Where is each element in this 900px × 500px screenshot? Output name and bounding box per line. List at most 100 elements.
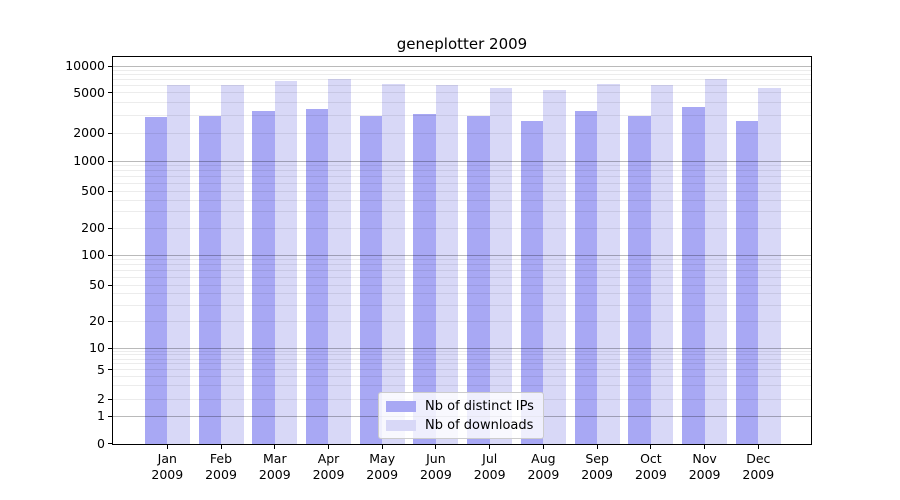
- gridline-minor: [113, 376, 811, 378]
- gridline-minor: [113, 85, 811, 86]
- x-tick-month: Feb: [209, 451, 233, 466]
- plot-area: [112, 56, 812, 445]
- y-tick-mark: [108, 398, 112, 400]
- x-tick-year: 2009: [419, 467, 452, 482]
- y-tick-label: 200: [81, 220, 105, 235]
- gridline-minor: [113, 259, 811, 260]
- x-tick-mark: [381, 445, 383, 449]
- x-tick-month: Jan: [157, 451, 177, 466]
- grid-layer: [113, 57, 811, 444]
- x-tick-label-dec: Dec 2009: [726, 451, 790, 483]
- y-tick-label: 50: [89, 277, 105, 292]
- x-tick-mark: [435, 445, 437, 449]
- x-tick-year: 2009: [742, 467, 775, 482]
- x-tick-month: May: [369, 451, 396, 466]
- y-tick-label: 500: [81, 183, 105, 198]
- x-tick-month: Mar: [263, 451, 287, 466]
- y-tick-label: 0: [97, 435, 105, 451]
- x-tick-mark: [166, 445, 168, 449]
- gridline-minor: [113, 182, 811, 184]
- gridline-minor: [113, 363, 811, 365]
- bar-downloads-may: [382, 83, 405, 444]
- bar-distinct-ips-dec: [735, 121, 759, 444]
- gridline-minor: [113, 385, 811, 387]
- y-tick-mark: [108, 369, 112, 370]
- legend-label-distinct-ips: Nb of distinct IPs: [425, 398, 534, 414]
- legend-swatch-downloads: [386, 419, 416, 431]
- x-tick-mark: [757, 445, 759, 449]
- y-tick-mark: [108, 65, 112, 67]
- y-tick-label: 20: [89, 313, 105, 328]
- bar-downloads-jan: [167, 84, 190, 444]
- gridline-major: [113, 347, 811, 349]
- gridline-minor: [113, 354, 811, 356]
- gridline-minor: [113, 92, 811, 93]
- gridline-minor: [113, 165, 811, 166]
- y-tick-label: 5: [97, 361, 105, 377]
- x-tick-label-apr: Apr 2009: [297, 451, 361, 483]
- y-tick-label: 5000: [73, 84, 105, 100]
- bar-distinct-ips-sep: [574, 111, 598, 444]
- x-tick-year: 2009: [151, 467, 184, 482]
- gridline-minor: [113, 211, 811, 213]
- chart-title: geneplotter 2009: [396, 35, 528, 53]
- x-tick-mark: [328, 445, 329, 449]
- x-tick-label-feb: Feb 2009: [189, 451, 253, 483]
- bar-downloads-aug: [543, 90, 566, 444]
- x-tick-mark: [542, 445, 544, 449]
- gridline-minor: [113, 276, 811, 278]
- gridline-major: [113, 65, 811, 67]
- bar-downloads-jun: [435, 84, 459, 444]
- y-tick-mark: [108, 320, 112, 322]
- y-tick-mark: [108, 160, 112, 162]
- gridline-minor: [113, 101, 811, 103]
- gridline-minor: [113, 369, 811, 370]
- gridline-minor: [113, 69, 811, 71]
- x-tick-mark: [489, 445, 491, 449]
- bar-downloads-jul: [489, 87, 513, 444]
- y-tick-mark: [108, 190, 112, 192]
- legend-label-downloads: Nb of downloads: [425, 417, 534, 433]
- gridline-minor: [113, 74, 811, 75]
- bar-distinct-ips-apr: [305, 108, 329, 444]
- x-tick-mark: [274, 445, 276, 449]
- y-tick-label: 100: [81, 247, 105, 262]
- y-tick-label: 1000: [73, 153, 105, 168]
- bar-distinct-ips-may: [359, 116, 383, 444]
- x-tick-year: 2009: [581, 467, 613, 482]
- x-tick-mark: [650, 445, 652, 449]
- bar-distinct-ips-nov: [682, 107, 705, 444]
- gridline-major: [113, 254, 811, 256]
- y-tick-mark: [108, 227, 112, 229]
- x-tick-month: Sep: [585, 451, 609, 466]
- bar-distinct-ips-jun: [413, 113, 436, 444]
- x-tick-label-nov: Nov 2009: [673, 451, 737, 483]
- bar-downloads-mar: [274, 81, 298, 444]
- bar-downloads-nov: [704, 79, 728, 444]
- gridline-minor: [113, 79, 811, 81]
- gridline-minor: [113, 284, 811, 286]
- y-tick-label: 2: [97, 391, 105, 406]
- x-tick-year: 2009: [312, 467, 345, 482]
- gridline-minor: [113, 269, 811, 271]
- gridline-minor: [113, 175, 811, 177]
- x-tick-label-sep: Sep 2009: [565, 451, 629, 483]
- gridline-minor: [113, 190, 811, 192]
- x-tick-month: Oct: [640, 451, 662, 466]
- legend-swatch-distinct-ips: [386, 400, 416, 412]
- gridline-minor: [113, 350, 811, 352]
- x-tick-mark: [596, 445, 598, 449]
- gridline-minor: [113, 264, 811, 266]
- x-tick-label-oct: Oct 2009: [619, 451, 683, 483]
- x-tick-year: 2009: [366, 467, 399, 482]
- x-tick-year: 2009: [634, 467, 667, 482]
- bar-distinct-ips-jul: [467, 116, 490, 444]
- x-tick-label-mar: Mar 2009: [243, 451, 307, 483]
- x-tick-year: 2009: [473, 467, 506, 482]
- x-tick-month: Nov: [692, 451, 717, 466]
- y-tick-mark: [108, 443, 112, 444]
- legend-row-downloads: Nb of downloads: [386, 417, 534, 433]
- bar-downloads-feb: [221, 84, 244, 444]
- y-tick-label: 10: [89, 340, 105, 355]
